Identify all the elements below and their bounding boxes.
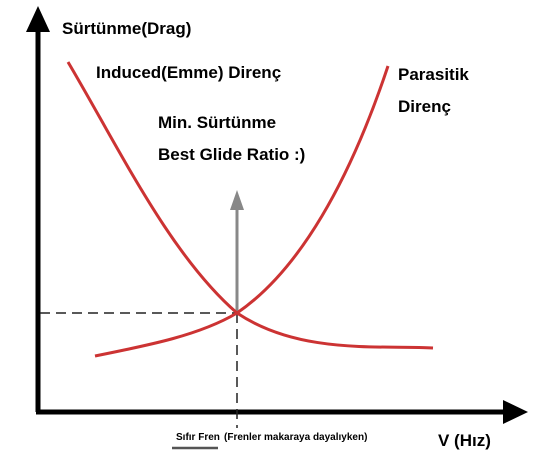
parasitic-label: Direnç: [398, 97, 451, 116]
x-axis-arrow: [503, 400, 528, 424]
annotation: Min. Sürtünme: [158, 113, 276, 132]
induced-curve: [66, 61, 434, 350]
min-arrow-head: [230, 190, 244, 210]
x-label: V (Hız): [438, 431, 491, 450]
parasitic-curve: [94, 65, 390, 358]
y-axis-arrow: [26, 6, 50, 32]
induced-label: Induced(Emme) Direnç: [96, 63, 281, 82]
annotation: Best Glide Ratio :): [158, 145, 305, 164]
y-label: Sürtünme(Drag): [62, 19, 191, 38]
parasitic-label: Parasitik: [398, 65, 469, 84]
marker-note: (Frenler makaraya dayalıyken): [224, 432, 367, 443]
marker-label: Sıfır Fren: [176, 432, 220, 443]
